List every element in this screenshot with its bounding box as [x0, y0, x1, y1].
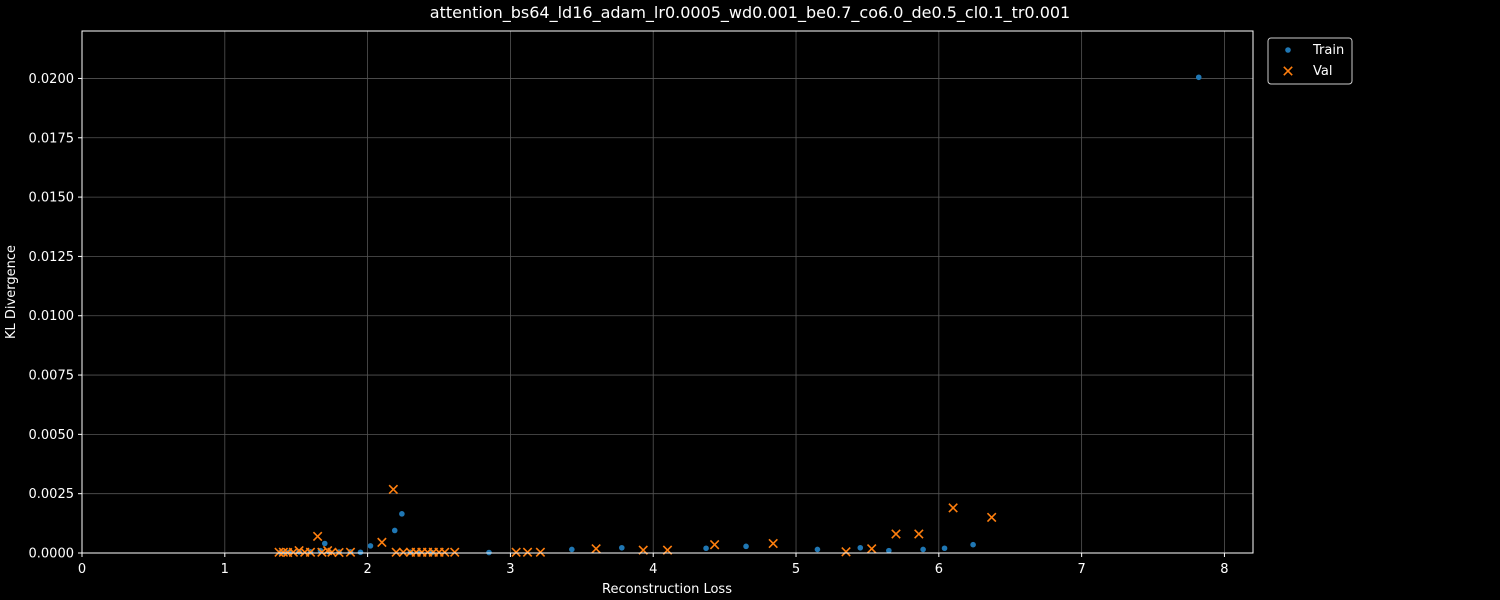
train-point [619, 544, 625, 551]
val-point [312, 531, 323, 542]
train-point [920, 546, 926, 553]
x-tick-label: 1 [221, 562, 229, 577]
val-point [891, 529, 901, 539]
val-point [388, 484, 399, 495]
x-tick-label: 8 [1220, 562, 1228, 577]
y-axis-label: KL Divergence [4, 245, 19, 339]
val-point [398, 547, 409, 558]
val-point [449, 547, 460, 558]
val-point [866, 543, 877, 554]
legend-val-marker [1283, 66, 1293, 76]
val-point [709, 539, 720, 550]
train-point [357, 549, 364, 556]
val-point [317, 547, 327, 558]
legend-val-x [1283, 66, 1293, 76]
val-point [591, 543, 601, 554]
y-tick-label: 0.0025 [29, 487, 75, 502]
train-point [391, 527, 398, 534]
x-axis-ticks: 0 1 2 3 4 5 6 7 8 [78, 553, 1229, 577]
train-point [857, 544, 864, 551]
train-point [886, 547, 892, 554]
y-tick-label: 0.0000 [29, 547, 75, 562]
plot-frame [81, 30, 1254, 554]
val-point [522, 547, 533, 558]
x-tick-label: 3 [506, 562, 514, 577]
train-point [399, 511, 405, 517]
legend-train-marker [1285, 47, 1291, 53]
val-point [305, 547, 316, 558]
y-tick-label: 0.0175 [29, 131, 75, 146]
x-tick-label: 7 [1077, 562, 1085, 577]
legend-train-label: Train [1312, 43, 1344, 58]
train-point [970, 541, 976, 548]
val-point [345, 547, 356, 558]
x-tick-label: 6 [935, 562, 943, 577]
train-point [321, 540, 328, 547]
val-point [327, 547, 337, 558]
val-point [377, 537, 387, 548]
train-point [743, 543, 749, 550]
val-point [535, 547, 546, 558]
y-tick-label: 0.0050 [29, 428, 75, 443]
x-tick-label: 5 [792, 562, 800, 577]
val-point [768, 538, 778, 549]
val-point [439, 547, 450, 558]
train-point [286, 549, 292, 556]
val-point [511, 547, 521, 558]
train-point [569, 546, 575, 553]
val-point [288, 547, 299, 558]
x-tick-label: 4 [649, 562, 657, 577]
x-tick-label: 0 [78, 562, 86, 577]
val-point [274, 547, 284, 558]
legend: Train Val [1267, 37, 1353, 85]
train-point [814, 546, 821, 553]
x-tick-label: 2 [363, 562, 371, 577]
x-axis-label: Reconstruction Loss [602, 582, 732, 597]
val-point [914, 529, 924, 539]
legend-val-label: Val [1313, 64, 1332, 79]
y-axis-ticks: 0.0000 0.0025 0.0050 0.0075 0.0100 0.0125 0.01… [29, 72, 82, 562]
chart-title: attention_bs64_ld16_adam_lr0.0005_wd0.00… [430, 3, 1070, 23]
y-tick-label: 0.0200 [29, 72, 75, 87]
y-tick-label: 0.0100 [29, 309, 75, 324]
train-point [941, 545, 948, 552]
val-point [948, 503, 958, 513]
y-tick-label: 0.0150 [29, 191, 75, 206]
y-tick-label: 0.0125 [29, 250, 75, 265]
val-point [986, 512, 997, 523]
val-point [391, 547, 401, 558]
train-point [703, 545, 709, 552]
val-point [841, 547, 851, 557]
y-tick-label: 0.0075 [29, 369, 75, 384]
train-point [1195, 74, 1202, 81]
train-point [367, 543, 374, 549]
